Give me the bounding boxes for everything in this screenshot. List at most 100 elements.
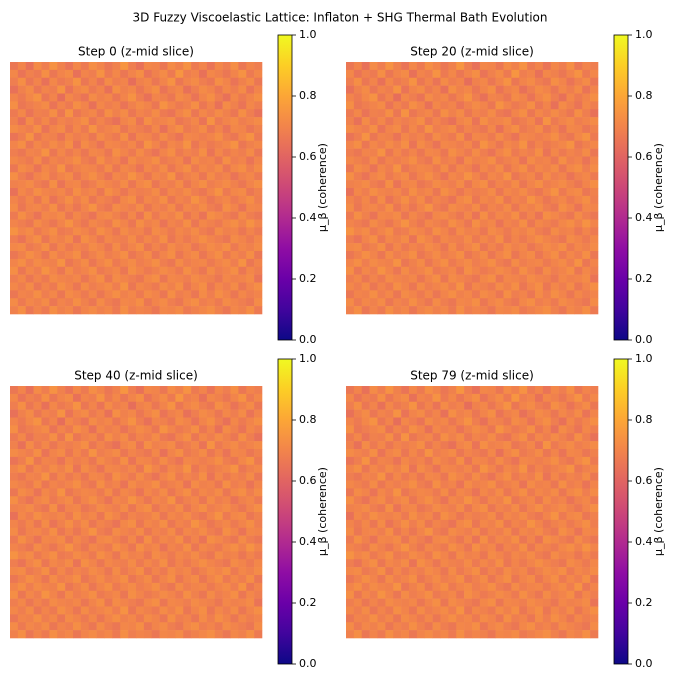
heatmap-cell: [17, 156, 27, 165]
heatmap-cell: [416, 496, 426, 505]
heatmap-cell: [479, 512, 489, 521]
heatmap-cell: [464, 590, 473, 599]
heatmap-cell: [487, 464, 496, 473]
heatmap-cell: [183, 274, 192, 283]
heatmap-cell: [440, 425, 449, 434]
heatmap-cell: [416, 480, 426, 489]
heatmap-cell: [104, 125, 113, 134]
heatmap-cell: [151, 298, 160, 307]
heatmap-cell: [41, 219, 50, 228]
heatmap-cell: [432, 156, 441, 165]
heatmap-cell: [96, 527, 105, 536]
heatmap-cell: [206, 527, 216, 536]
heatmap-cell: [487, 180, 496, 189]
heatmap-cell: [222, 551, 231, 560]
heatmap-cell: [128, 393, 137, 403]
heatmap-cell: [361, 93, 370, 102]
heatmap-cell: [582, 274, 591, 283]
heatmap-cell: [519, 148, 528, 157]
heatmap-cell: [590, 630, 599, 639]
heatmap-cell: [550, 125, 559, 134]
heatmap-cell: [369, 306, 378, 315]
heatmap-cell: [416, 543, 426, 552]
heatmap-cell: [377, 622, 386, 631]
heatmap-cell: [361, 164, 370, 173]
heatmap-cell: [159, 575, 168, 584]
heatmap-cell: [96, 109, 105, 118]
heatmap-cell: [487, 496, 496, 505]
heatmap-cell: [377, 393, 386, 403]
heatmap-cell: [479, 456, 489, 466]
heatmap-cell: [230, 606, 239, 615]
heatmap-cell: [558, 504, 567, 513]
heatmap-cell: [542, 551, 552, 560]
heatmap-cell: [206, 62, 216, 71]
heatmap-cell: [448, 504, 457, 513]
heatmap-cell: [369, 203, 378, 212]
heatmap-cell: [377, 567, 386, 576]
heatmap-cell: [542, 488, 552, 497]
heatmap-cell: [159, 425, 168, 434]
heatmap-cell: [80, 282, 90, 291]
heatmap-cell: [361, 527, 370, 536]
heatmap-cell: [409, 109, 418, 118]
heatmap-cell: [566, 156, 575, 165]
heatmap-cell: [191, 101, 200, 110]
heatmap-cell: [527, 480, 536, 489]
heatmap-cell: [448, 441, 457, 450]
heatmap-cell: [472, 606, 481, 615]
heatmap-cell: [558, 69, 567, 79]
heatmap-cell: [167, 274, 176, 283]
heatmap-cell: [582, 148, 591, 157]
heatmap-cell: [574, 559, 583, 568]
heatmap-cell: [199, 551, 208, 560]
heatmap-cell: [49, 519, 58, 529]
heatmap-cell: [511, 575, 520, 584]
heatmap-cell: [41, 164, 50, 173]
heatmap-cell: [527, 235, 536, 244]
heatmap-cell: [57, 93, 66, 102]
heatmap-cell: [112, 117, 121, 126]
heatmap-cell: [511, 496, 520, 505]
heatmap-cell: [393, 488, 402, 497]
heatmap-cell: [369, 614, 378, 623]
heatmap-cell: [503, 195, 512, 205]
colorbar-tick-label: 1.0: [299, 352, 317, 365]
heatmap-cell: [33, 527, 42, 536]
heatmap-cell: [377, 590, 386, 599]
heatmap-cell: [479, 203, 489, 212]
heatmap-cell: [80, 69, 90, 79]
heatmap-cell: [183, 172, 192, 181]
heatmap-cell: [49, 386, 58, 395]
heatmap-cell: [230, 582, 239, 592]
heatmap-cell: [246, 504, 255, 513]
heatmap-cell: [416, 274, 426, 283]
heatmap-cell: [246, 306, 255, 315]
heatmap-cell: [183, 551, 192, 560]
heatmap-cell: [479, 622, 489, 631]
heatmap-cell: [17, 575, 27, 584]
heatmap-cell: [535, 188, 544, 197]
heatmap-cell: [230, 219, 239, 228]
heatmap-cell: [519, 630, 528, 639]
heatmap-cell: [73, 140, 82, 149]
heatmap-cell: [183, 195, 192, 205]
heatmap-cell: [136, 172, 145, 181]
heatmap-cell: [542, 433, 552, 442]
heatmap-cell: [511, 306, 520, 315]
heatmap-cell: [582, 125, 591, 134]
heatmap-cell: [385, 417, 394, 426]
heatmap-cell: [128, 496, 137, 505]
heatmap-cell: [416, 195, 426, 205]
heatmap-cell: [590, 409, 599, 418]
heatmap-cell: [369, 69, 378, 79]
heatmap-cell: [151, 417, 160, 426]
heatmap-cell: [401, 622, 410, 631]
heatmap-cell: [535, 156, 544, 165]
heatmap-cell: [448, 274, 457, 283]
heatmap-cell: [416, 156, 426, 165]
heatmap-cell: [542, 464, 552, 473]
heatmap-cell: [88, 425, 97, 434]
heatmap-cell: [503, 488, 512, 497]
heatmap-cell: [369, 140, 378, 149]
